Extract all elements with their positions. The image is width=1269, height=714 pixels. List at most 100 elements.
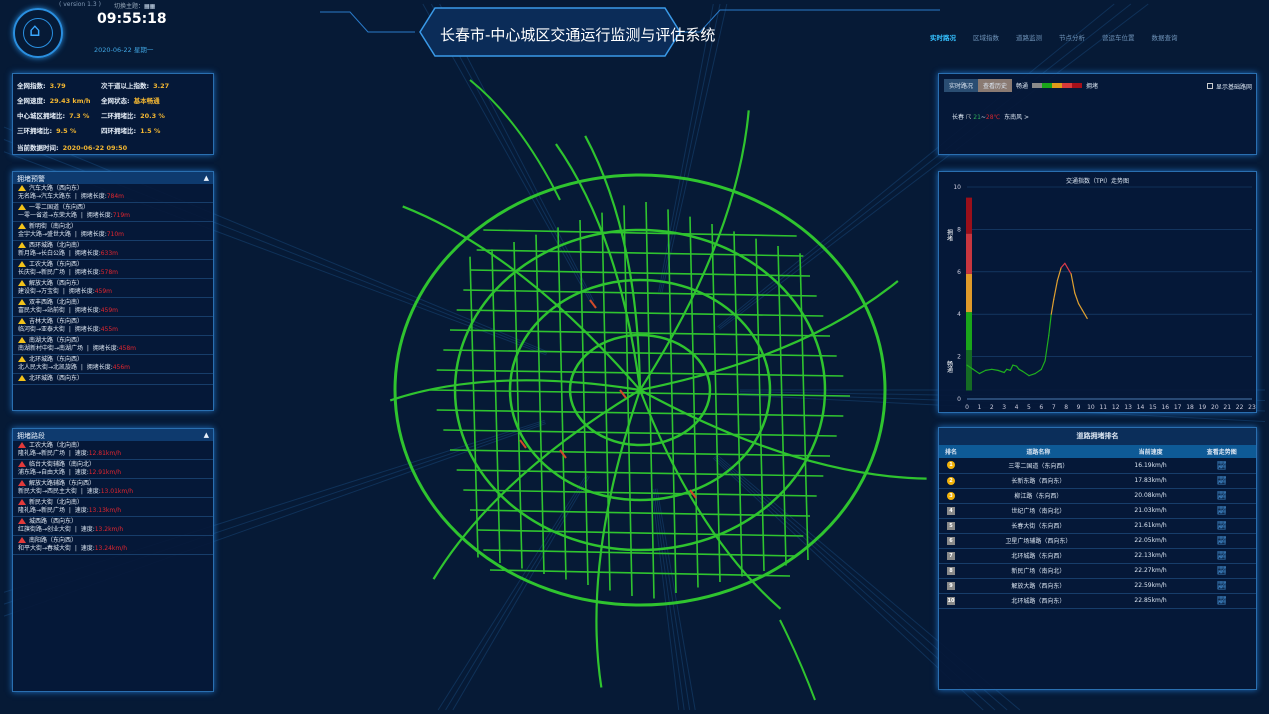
trend-chart-icon[interactable]: 📈︎ (1216, 596, 1227, 605)
ring-road (508, 278, 772, 502)
road-name: 北环城路（东向西） (963, 548, 1114, 564)
tpi-line-segment (984, 368, 993, 371)
warning-item[interactable]: 一零二国道（东向西） 一零一省道→东荣大路 | 拥堵长度:719m (13, 203, 213, 222)
trend-chart-icon[interactable]: 📈︎ (1216, 491, 1227, 500)
trend-chart-icon[interactable]: 📈︎ (1216, 581, 1227, 590)
warning-item[interactable]: 工农大路（东向西） 长庆街→新民广场 | 拥堵长度:578m (13, 260, 213, 279)
segment-item[interactable]: 南阳路（东向西） 和平大街→春城大街 | 速度:13.24km/h (13, 536, 213, 555)
road (733, 231, 743, 577)
y-tick-label: 6 (957, 269, 961, 276)
warning-item[interactable]: 北环城路（东向西） 北人民大街→北凯旋路 | 拥堵长度:456m (13, 355, 213, 374)
warning-icon (18, 337, 26, 343)
segment-item[interactable]: 工农大路（北向南） 隆礼路→新民广场 | 速度:12.81km/h (13, 441, 213, 460)
column-header: 排名 (939, 445, 963, 458)
ranking-row: 7 北环城路（东向西） 22.13km/h 📈︎ (939, 548, 1256, 564)
rank-badge: 3 (947, 491, 955, 500)
current-speed: 17.83km/h (1113, 473, 1188, 489)
theme-label: 切换主题： (114, 3, 145, 10)
alert-icon (18, 518, 26, 524)
theme-switch[interactable]: 切换主题：▦▦ (114, 1, 155, 10)
history-button[interactable]: 查看历史 (978, 79, 1013, 92)
tpi-line-segment (1066, 266, 1072, 275)
road (483, 229, 797, 237)
current-speed: 22.05km/h (1113, 533, 1188, 549)
collapse-icon[interactable]: ▲ (203, 174, 209, 182)
rank-badge: 1 (947, 461, 955, 470)
warning-item[interactable]: 新明街（南向北） 金宇大路→盛世大路 | 拥堵长度:710m (13, 222, 213, 241)
rank-badge: 10 (947, 596, 955, 605)
collapse-icon[interactable]: ▲ (203, 431, 209, 439)
base-road (717, 3, 1115, 328)
warning-item[interactable]: 双丰西路（北向南） 富民大街→站前街 | 拥堵长度:459m (13, 298, 213, 317)
legend-bar (1032, 83, 1083, 88)
segment-item[interactable]: 新民大街（北向南） 隆礼路→新民广场 | 速度:13.13km/h (13, 498, 213, 517)
tpi-band (966, 233, 972, 274)
road (645, 201, 655, 599)
arterial-road (639, 110, 750, 391)
congested-road (519, 439, 527, 449)
tpi-line-segment (1018, 368, 1024, 373)
warning-title: 拥堵预警 (17, 175, 45, 183)
tpi-band (966, 350, 972, 391)
x-tick-label: 11 (1099, 404, 1107, 411)
base-road-checkbox[interactable]: 显示基础路网 (1207, 82, 1255, 91)
trend-chart-icon[interactable]: 📈︎ (1216, 566, 1227, 575)
warning-item[interactable]: 西环城路（北向南） 新月路→长白公路 | 拥堵长度:633m (13, 241, 213, 260)
road (456, 469, 824, 477)
road (469, 509, 811, 517)
road (449, 449, 831, 457)
warning-item[interactable]: 解放大路（西向东） 建设街→万宝街 | 拥堵长度:459m (13, 279, 213, 298)
ranking-row: 5 长春大街（东向西） 21.61km/h 📈︎ (939, 518, 1256, 534)
base-road (452, 476, 590, 711)
warning-icon (18, 299, 26, 305)
alert-icon (18, 480, 26, 486)
tpi-line-segment (1050, 298, 1055, 315)
ranking-table: 排名 道路名称 当前速度 查看走势图 1 三零二国道（东向西） 16.19km/h 📈︎ 2 长新… (939, 445, 1256, 609)
tab-vehicle-position[interactable]: 营运车位置 (1102, 34, 1135, 42)
tpi-line-segment (1003, 368, 1008, 374)
realtime-button[interactable]: 实时路况 (944, 79, 979, 92)
x-tick-label: 19 (1199, 404, 1207, 411)
legend-swatch (1042, 83, 1053, 88)
trend-chart-icon[interactable]: 📈︎ (1216, 476, 1227, 485)
summary-stat: 三环拥堵比: 9.5 % (17, 127, 77, 135)
segment-item[interactable]: 临台大街辅路（南向北） 浦东路→自由大路 | 速度:12.91km/h (13, 460, 213, 479)
trend-chart-icon[interactable]: 📈︎ (1216, 506, 1227, 515)
tpi-line-segment (1064, 262, 1068, 269)
road (469, 269, 811, 277)
nav-tabs: 实时路况 区域指数 道路监测 节点分析 营运车位置 数据查询 (930, 32, 1178, 42)
tab-data-query[interactable]: 数据查询 (1151, 34, 1178, 42)
tpi-line-segment (1070, 273, 1076, 294)
segment-item[interactable]: 解放大路辅路（东向西） 新民大街→西民主大街 | 速度:13.01km/h (13, 479, 213, 498)
trend-chart-icon[interactable]: 📈︎ (1216, 460, 1227, 470)
base-road (3, 126, 548, 353)
tab-road-monitor[interactable]: 道路监测 (1016, 34, 1042, 42)
warning-icon (18, 204, 26, 210)
band-label-smooth: 畅通 (946, 360, 953, 374)
home-logo[interactable]: ⌂ (13, 8, 63, 58)
summary-stat: 全网状态: 基本畅通 (101, 97, 160, 105)
road-name: 长新东路（西向东） (963, 473, 1114, 489)
tab-node-analysis[interactable]: 节点分析 (1059, 34, 1085, 42)
road (483, 549, 797, 557)
tab-area-index[interactable]: 区域指数 (973, 34, 999, 42)
trend-chart-icon[interactable]: 📈︎ (1216, 521, 1227, 530)
tab-realtime[interactable]: 实时路况 (930, 34, 956, 42)
road (711, 223, 721, 583)
home-icon: ⌂ (29, 20, 41, 41)
x-tick-label: 16 (1161, 404, 1169, 411)
warning-item[interactable]: 南湖大路（东向西） 南湖新村中街→南湖广场 | 拥堵长度:458m (13, 336, 213, 355)
current-speed: 20.08km/h (1113, 488, 1188, 504)
warning-item[interactable]: 吉林大路（东向西） 临河街→亚泰大街 | 拥堵长度:455m (13, 317, 213, 336)
ranking-row: 10 北环城路（西向东） 22.85km/h 📈︎ (939, 593, 1256, 609)
x-tick-label: 6 (1039, 404, 1043, 411)
tpi-line-segment (1053, 279, 1059, 300)
arterial-road (584, 135, 642, 391)
segment-item[interactable]: 城西路（西向东） 红旗街路→创业大街 | 速度:13.2km/h (13, 517, 213, 536)
trend-chart-icon[interactable]: 📈︎ (1216, 536, 1227, 545)
trend-chart-icon[interactable]: 📈︎ (1216, 551, 1227, 560)
warning-item[interactable]: 汽车大路（西向东） 无名路→汽车大路东 | 拥堵长度:784m (13, 184, 213, 203)
tpi-line-segment (1044, 334, 1050, 362)
warning-item[interactable]: 北环城路（西向东） (13, 374, 213, 385)
grid-icon: ▦▦ (144, 3, 156, 10)
